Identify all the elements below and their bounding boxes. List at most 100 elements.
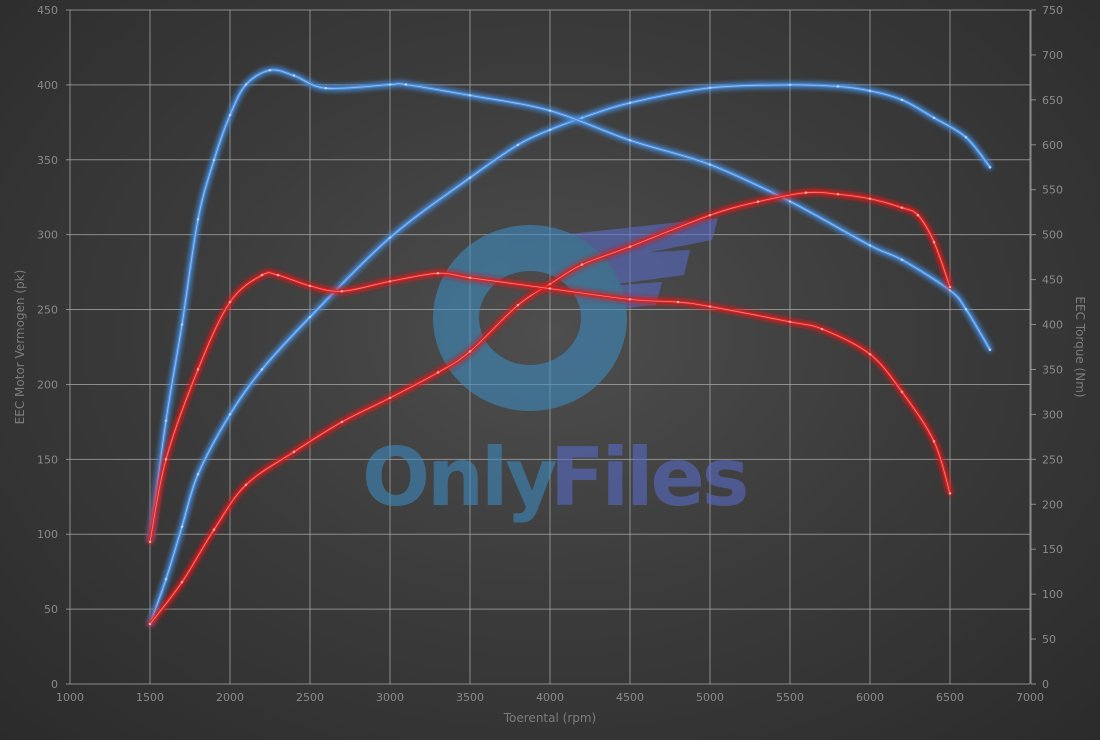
series-point-2 xyxy=(468,94,472,97)
series-point-2 xyxy=(180,323,184,326)
y-axis-right-label: EEC Torque (Nm) xyxy=(1073,296,1087,397)
series-point-4 xyxy=(708,305,712,308)
x-tick-label: 4000 xyxy=(536,691,564,704)
series-point-3 xyxy=(292,450,296,454)
series-point-4 xyxy=(388,280,392,283)
series-point-3 xyxy=(580,263,584,266)
watermark-text-files: Files xyxy=(550,431,746,524)
series-point-1 xyxy=(836,85,840,88)
series-point-4 xyxy=(148,540,152,544)
series-point-1 xyxy=(868,89,872,93)
series-point-2 xyxy=(292,74,296,77)
series-point-4 xyxy=(308,284,312,288)
series-point-3 xyxy=(468,350,472,353)
x-tick-label: 6500 xyxy=(936,691,964,704)
series-point-4 xyxy=(628,298,632,301)
y-left-tick-label: 350 xyxy=(37,154,58,167)
series-point-4 xyxy=(932,440,936,443)
series-line-1 xyxy=(148,83,992,626)
series-point-3 xyxy=(916,213,920,217)
series-point-2 xyxy=(228,113,232,117)
series-point-3 xyxy=(388,396,392,400)
y-right-tick-label: 750 xyxy=(1042,4,1063,17)
series-point-3 xyxy=(148,622,152,626)
series-point-1 xyxy=(388,236,392,239)
series-point-3 xyxy=(340,420,344,424)
series-point-2 xyxy=(964,308,968,311)
series-point-1 xyxy=(708,86,712,90)
series-point-3 xyxy=(900,206,904,209)
y-left-tick-label: 200 xyxy=(37,378,58,391)
series-point-2 xyxy=(988,348,992,351)
series-point-1 xyxy=(580,116,584,120)
series-point-3 xyxy=(948,285,952,289)
y-left-tick-label: 450 xyxy=(37,4,58,17)
watermark-text-only: Only xyxy=(362,431,556,524)
y-right-tick-label: 100 xyxy=(1042,588,1063,601)
series-point-4 xyxy=(820,327,824,331)
series-point-4 xyxy=(676,300,680,304)
series-point-4 xyxy=(788,320,792,324)
series-line-3 xyxy=(148,190,952,626)
series-point-2 xyxy=(244,83,248,86)
series-point-3 xyxy=(212,528,216,531)
y-right-tick-label: 300 xyxy=(1042,408,1063,421)
series-point-4 xyxy=(468,276,472,280)
series-point-1 xyxy=(788,83,792,87)
series-point-2 xyxy=(404,83,408,86)
x-tick-label: 2500 xyxy=(296,691,324,704)
series-point-4 xyxy=(228,300,232,304)
series-point-1 xyxy=(180,525,184,528)
series-point-4 xyxy=(260,273,264,277)
x-tick-label: 6000 xyxy=(856,691,884,704)
series-point-3 xyxy=(180,580,184,584)
x-tick-label: 1500 xyxy=(136,691,164,704)
y-left-tick-label: 250 xyxy=(37,304,58,317)
series-point-3 xyxy=(708,213,712,217)
y-right-tick-label: 700 xyxy=(1042,49,1063,62)
y-right-tick-label: 50 xyxy=(1042,633,1056,646)
series-point-1 xyxy=(164,577,168,581)
y-left-tick-label: 50 xyxy=(44,603,58,616)
series-point-1 xyxy=(900,98,904,102)
series-point-4 xyxy=(948,492,952,495)
x-axis-label: Toerental (rpm) xyxy=(503,711,596,725)
series-point-2 xyxy=(628,139,632,142)
series-point-4 xyxy=(276,273,280,277)
series-point-2 xyxy=(948,289,952,292)
series-point-3 xyxy=(868,197,872,200)
series-point-4 xyxy=(436,272,440,275)
series-point-4 xyxy=(548,287,552,290)
series-point-4 xyxy=(340,290,344,293)
series-point-1 xyxy=(964,136,968,139)
series-point-3 xyxy=(932,240,936,244)
series-point-2 xyxy=(708,163,712,166)
y-right-tick-label: 550 xyxy=(1042,184,1063,197)
series-point-3 xyxy=(836,193,840,196)
watermark-wing xyxy=(560,218,718,308)
series-line-highlight-1 xyxy=(149,84,991,625)
y-right-tick-label: 0 xyxy=(1042,678,1049,691)
series-point-1 xyxy=(260,368,264,371)
series-point-3 xyxy=(244,483,248,486)
series-point-3 xyxy=(436,371,440,374)
x-tick-label: 5500 xyxy=(776,691,804,704)
y-left-tick-label: 400 xyxy=(37,79,58,92)
series-point-2 xyxy=(868,244,872,247)
series-point-2 xyxy=(548,109,552,112)
y-left-tick-label: 0 xyxy=(51,678,58,691)
x-tick-label: 1000 xyxy=(56,691,84,704)
y-right-tick-label: 400 xyxy=(1042,319,1063,332)
series-point-4 xyxy=(900,390,904,394)
series-point-2 xyxy=(268,69,272,72)
series-point-4 xyxy=(196,368,200,371)
series-point-1 xyxy=(468,176,472,179)
onlyfiles-watermark: Only Files xyxy=(362,218,749,524)
y-left-tick-label: 100 xyxy=(37,528,58,541)
x-tick-label: 3500 xyxy=(456,691,484,704)
series-point-1 xyxy=(932,116,936,120)
x-tick-label: 4500 xyxy=(616,691,644,704)
y-right-tick-label: 500 xyxy=(1042,229,1063,242)
y-left-tick-label: 300 xyxy=(37,229,58,242)
